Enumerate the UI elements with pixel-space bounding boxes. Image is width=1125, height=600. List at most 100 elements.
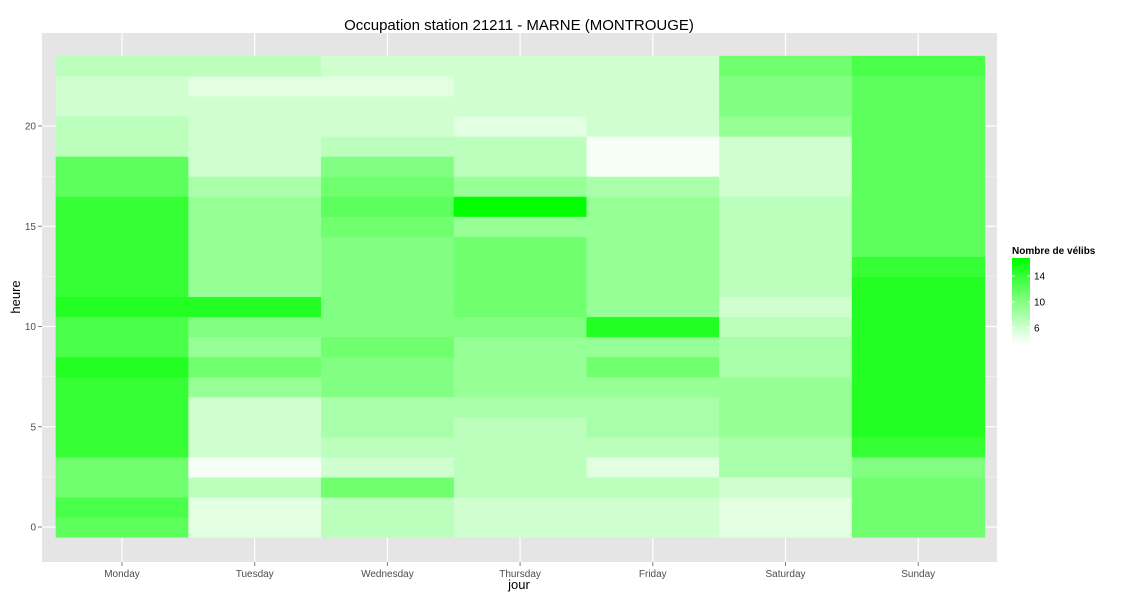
heatmap-cell [851,75,986,97]
heatmap-cell [586,216,720,237]
heatmap-cell [55,316,189,338]
y-tick-label: 5 [30,422,36,433]
heatmap-cell [453,115,588,137]
heatmap-cell [188,95,322,117]
heatmap-cell [851,196,986,217]
heatmap-cell [851,296,986,318]
heatmap-cell [586,496,720,518]
heatmap-cell [55,296,189,318]
heatmap-cell [188,336,322,358]
heatmap-cell [321,55,455,77]
heatmap-cell [453,95,588,117]
heatmap-cell [453,356,588,378]
heatmap-cell [453,55,588,77]
heatmap-cell [188,476,322,498]
heatmap-cell [453,476,588,498]
heatmap-cell [851,376,986,398]
heatmap-cell [55,136,189,157]
heatmap-cell [586,296,720,318]
heatmap-cell [321,115,455,137]
heatmap-cell [55,276,189,298]
heatmap-cell [321,436,455,458]
heatmap-cell [55,75,189,97]
heatmap-cell [719,456,853,478]
heatmap-cell [719,436,853,458]
heatmap-cell [188,376,322,398]
heatmap-cell [586,356,720,378]
heatmap-cell [321,416,455,438]
heatmap-cell [719,336,853,358]
heatmap-cell [851,156,986,177]
heatmap-cell [586,236,720,257]
y-axis-title: heure [8,280,23,313]
heatmap-cell [55,356,189,378]
heatmap-cell [453,516,588,538]
heatmap-cell [321,216,455,237]
heatmap-cell [321,176,455,197]
heatmap-cell [851,216,986,237]
heatmap-cell [321,516,455,538]
heatmap-cell [453,296,588,318]
heatmap-cell [719,216,853,237]
x-tick-label: Monday [104,569,140,580]
legend-colorbar [1012,258,1030,344]
heatmap-cell [851,416,986,438]
heatmap-cell [586,156,720,177]
heatmap-cell [719,136,853,157]
x-tick-label: Friday [639,569,667,580]
heatmap-cell [851,396,986,418]
x-tick-label: Tuesday [236,569,274,580]
heatmap-cell [188,115,322,137]
heatmap-cell [453,436,588,458]
heatmap-cell [453,416,588,438]
heatmap-cell [719,416,853,438]
heatmap-cell [586,136,720,157]
legend-tick-label: 10 [1034,297,1046,308]
legend-ticks: 6 10 14 [1012,272,1046,334]
heatmap-cell [321,156,455,177]
heatmap-cell [453,75,588,97]
heatmap-cell [453,316,588,338]
heatmap-cells [55,55,986,538]
y-tick-label: 10 [25,322,37,333]
heatmap-cell [719,256,853,277]
heatmap-cell [851,356,986,378]
heatmap-cell [851,176,986,197]
heatmap-cell [55,256,189,277]
heatmap-cell [851,456,986,478]
heatmap-cell [55,156,189,177]
heatmap-cell [321,75,455,97]
heatmap-cell [453,336,588,358]
heatmap-cell [188,176,322,197]
heatmap-cell [188,456,322,478]
heatmap-cell [851,316,986,338]
heatmap-cell [453,376,588,398]
heatmap-cell [321,356,455,378]
heatmap-cell [55,476,189,498]
heatmap-cell [453,236,588,257]
heatmap-cell [321,336,455,358]
heatmap-cell [719,156,853,177]
heatmap-cell [719,356,853,378]
heatmap-cell [719,396,853,418]
heatmap-cell [586,336,720,358]
heatmap-cell [851,276,986,298]
heatmap-cell [851,136,986,157]
heatmap-cell [55,55,189,77]
heatmap-cell [586,516,720,538]
heatmap-cell [55,176,189,197]
heatmap-cell [188,276,322,298]
heatmap-cell [851,55,986,77]
heatmap-cell [586,55,720,77]
heatmap-cell [321,396,455,418]
heatmap-cell [321,236,455,257]
heatmap-cell [321,196,455,217]
heatmap-cell [453,156,588,177]
heatmap-cell [453,256,588,277]
heatmap-cell [719,196,853,217]
heatmap-cell [188,516,322,538]
heatmap-cell [719,516,853,538]
heatmap-cell [586,256,720,277]
heatmap-cell [719,115,853,137]
